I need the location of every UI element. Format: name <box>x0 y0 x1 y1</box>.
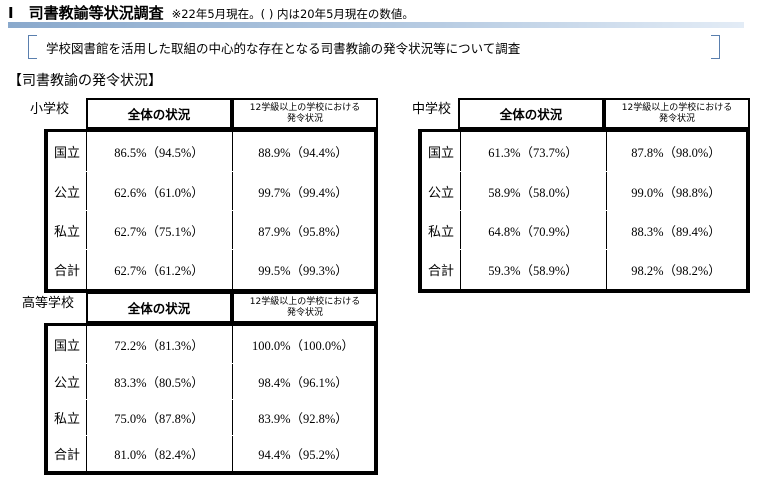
elementary-label: 小学校 <box>30 102 70 117</box>
cell-large: 98.2%（98.2%） <box>631 264 721 278</box>
row-label: 公立 <box>48 172 87 210</box>
col-header-large: 12学級以上の学校における 発令状況 <box>232 292 378 323</box>
survey-scope: 学校図書館を活用した取組の中心的な存在となる司書教諭の発令状況等について調査 <box>28 35 720 59</box>
cell-overall: 61.3%（73.7%） <box>460 132 607 171</box>
table-body: 国立 61.3%（73.7%） 87.8%（98.0%） 公立 58.9%（58… <box>418 129 750 293</box>
col-header-large: 12学級以上の学校における 発令状況 <box>604 98 750 129</box>
row-label: 私立 <box>48 400 87 435</box>
col-header-large: 12学級以上の学校における 発令状況 <box>232 98 378 129</box>
cell-overall: 86.5%（94.5%） <box>86 132 233 171</box>
junior-label: 中学校 <box>412 102 452 117</box>
cell-overall: 59.3%（58.9%） <box>460 250 607 289</box>
row-label: 合計 <box>48 436 87 471</box>
row-label: 合計 <box>48 250 87 289</box>
row-label: 公立 <box>48 364 87 399</box>
page-header: Ⅰ 司書教諭等状況調査 ※22年5月現在。( ) 内は20年5月現在の数値。 <box>8 2 414 23</box>
row-label: 私立 <box>422 211 461 249</box>
scope-right-bracket <box>711 35 720 59</box>
header-note: ※22年5月現在。( ) 内は20年5月現在の数値。 <box>171 7 414 21</box>
section-title: 【司書教諭の発令状況】 <box>8 73 162 89</box>
cell-large: 83.9%（92.8%） <box>258 412 348 426</box>
cell-overall: 64.8%（70.9%） <box>460 211 607 249</box>
cell-large: 99.0%（98.8%） <box>631 185 721 200</box>
cell-large: 87.9%（95.8%） <box>258 224 348 239</box>
cell-large: 87.8%（98.0%） <box>631 146 721 160</box>
high-label: 高等学校 <box>22 296 75 311</box>
cell-overall: 62.6%（61.0%） <box>86 172 233 210</box>
row-label: 国立 <box>48 132 87 171</box>
scope-text: 学校図書館を活用した取組の中心的な存在となる司書教諭の発令状況等について調査 <box>46 41 521 56</box>
scope-left-bracket <box>28 35 37 59</box>
cell-large: 88.3%（89.4%） <box>631 224 721 239</box>
row-label: 合計 <box>422 250 461 289</box>
row-label: 国立 <box>48 326 87 363</box>
cell-large: 88.9%（94.4%） <box>258 146 348 160</box>
cell-overall: 72.2%（81.3%） <box>86 326 233 363</box>
col-header-overall: 全体の状況 <box>458 98 604 129</box>
row-label: 国立 <box>422 132 461 171</box>
cell-overall: 58.9%（58.0%） <box>460 172 607 210</box>
cell-large: 99.7%（99.4%） <box>258 185 348 200</box>
cell-overall: 81.0%（82.4%） <box>86 436 233 471</box>
col-header-overall: 全体の状況 <box>86 98 232 129</box>
table-body: 国立 72.2%（81.3%） 100.0%（100.0%） 公立 83.3%（… <box>44 323 378 475</box>
cell-overall: 62.7%（61.2%） <box>86 250 233 289</box>
row-label: 公立 <box>422 172 461 210</box>
page-title: Ⅰ 司書教諭等状況調査 <box>8 4 164 22</box>
row-label: 私立 <box>48 211 87 249</box>
cell-large: 99.5%（99.3%） <box>258 264 348 278</box>
cell-large: 100.0%（100.0%） <box>251 339 355 353</box>
table-body: 国立 86.5%（94.5%） 88.9%（94.4%） 公立 62.6%（61… <box>44 129 378 293</box>
cell-large: 98.4%（96.1%） <box>258 376 348 390</box>
cell-overall: 75.0%（87.8%） <box>86 400 233 435</box>
cell-overall: 83.3%（80.5%） <box>86 364 233 399</box>
cell-large: 94.4%（95.2%） <box>258 448 348 462</box>
cell-overall: 62.7%（75.1%） <box>86 211 233 249</box>
col-header-overall: 全体の状況 <box>86 292 232 323</box>
header-bar <box>8 22 744 28</box>
